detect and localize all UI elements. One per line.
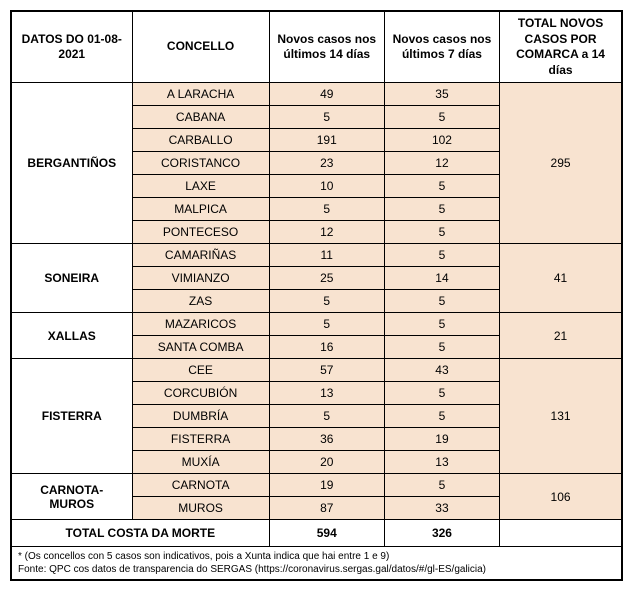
cases-7-value: 5	[384, 336, 499, 359]
concello-name: CAMARIÑAS	[132, 244, 269, 267]
concello-name: PONTECESO	[132, 221, 269, 244]
concello-name: CARNOTA	[132, 474, 269, 497]
total-cases-7: 326	[384, 520, 499, 547]
cases-7-value: 33	[384, 497, 499, 520]
comarca-name: FISTERRA	[11, 359, 132, 474]
concello-name: ZAS	[132, 290, 269, 313]
comarca-total: 106	[500, 474, 622, 520]
cases-7-value: 19	[384, 428, 499, 451]
cases-14-value: 10	[269, 175, 384, 198]
comarca-name: SONEIRA	[11, 244, 132, 313]
cases-14-value: 19	[269, 474, 384, 497]
cases-14-value: 5	[269, 290, 384, 313]
cases-7-value: 5	[384, 474, 499, 497]
cases-7-value: 102	[384, 129, 499, 152]
cases-7-value: 14	[384, 267, 499, 290]
cases-14-value: 87	[269, 497, 384, 520]
total-label: TOTAL COSTA DA MORTE	[11, 520, 269, 547]
table-row: SONEIRACAMARIÑAS11541	[11, 244, 622, 267]
header-cases-7: Novos casos nos últimos 7 días	[384, 11, 499, 83]
header-date: DATOS DO 01-08-2021	[11, 11, 132, 83]
cases-14-value: 25	[269, 267, 384, 290]
footnote-text: * (Os concellos con 5 casos son indicati…	[11, 547, 622, 581]
table-row: FISTERRACEE5743131	[11, 359, 622, 382]
table-header-row: DATOS DO 01-08-2021 CONCELLO Novos casos…	[11, 11, 622, 83]
concello-name: A LARACHA	[132, 83, 269, 106]
comarca-total: 41	[500, 244, 622, 313]
table-row: CARNOTA-MUROSCARNOTA195106	[11, 474, 622, 497]
concello-name: FISTERRA	[132, 428, 269, 451]
cases-7-value: 5	[384, 290, 499, 313]
cases-7-value: 5	[384, 313, 499, 336]
header-total-comarca: TOTAL NOVOS CASOS POR COMARCA a 14 días	[500, 11, 622, 83]
cases-7-value: 5	[384, 244, 499, 267]
table-row: XALLASMAZARICOS5521	[11, 313, 622, 336]
cases-14-value: 13	[269, 382, 384, 405]
footnote-row: * (Os concellos con 5 casos son indicati…	[11, 547, 622, 581]
comarca-total: 131	[500, 359, 622, 474]
cases-7-value: 5	[384, 106, 499, 129]
concello-name: MUROS	[132, 497, 269, 520]
cases-14-value: 49	[269, 83, 384, 106]
cases-14-value: 191	[269, 129, 384, 152]
concello-name: MAZARICOS	[132, 313, 269, 336]
comarca-name: BERGANTIÑOS	[11, 83, 132, 244]
header-cases-14: Novos casos nos últimos 14 días	[269, 11, 384, 83]
cases-14-value: 16	[269, 336, 384, 359]
cases-14-value: 5	[269, 405, 384, 428]
total-row: TOTAL COSTA DA MORTE594326	[11, 520, 622, 547]
cases-14-value: 57	[269, 359, 384, 382]
cases-7-value: 35	[384, 83, 499, 106]
concello-name: SANTA COMBA	[132, 336, 269, 359]
concello-name: CORISTANCO	[132, 152, 269, 175]
concello-name: MALPICA	[132, 198, 269, 221]
cases-7-value: 5	[384, 198, 499, 221]
cases-7-value: 5	[384, 405, 499, 428]
concello-name: DUMBRÍA	[132, 405, 269, 428]
total-cases-14: 594	[269, 520, 384, 547]
cases-14-value: 11	[269, 244, 384, 267]
cases-14-value: 5	[269, 313, 384, 336]
cases-14-value: 5	[269, 106, 384, 129]
cases-14-value: 5	[269, 198, 384, 221]
covid-data-table: DATOS DO 01-08-2021 CONCELLO Novos casos…	[10, 10, 623, 581]
cases-7-value: 5	[384, 382, 499, 405]
total-blank	[500, 520, 622, 547]
header-concello: CONCELLO	[132, 11, 269, 83]
cases-7-value: 43	[384, 359, 499, 382]
cases-14-value: 12	[269, 221, 384, 244]
comarca-total: 295	[500, 83, 622, 244]
concello-name: CARBALLO	[132, 129, 269, 152]
concello-name: CABANA	[132, 106, 269, 129]
concello-name: CEE	[132, 359, 269, 382]
cases-14-value: 20	[269, 451, 384, 474]
cases-7-value: 13	[384, 451, 499, 474]
cases-7-value: 5	[384, 175, 499, 198]
comarca-name: CARNOTA-MUROS	[11, 474, 132, 520]
cases-14-value: 36	[269, 428, 384, 451]
concello-name: LAXE	[132, 175, 269, 198]
concello-name: MUXÍA	[132, 451, 269, 474]
concello-name: VIMIANZO	[132, 267, 269, 290]
cases-7-value: 5	[384, 221, 499, 244]
comarca-name: XALLAS	[11, 313, 132, 359]
comarca-total: 21	[500, 313, 622, 359]
cases-7-value: 12	[384, 152, 499, 175]
concello-name: CORCUBIÓN	[132, 382, 269, 405]
cases-14-value: 23	[269, 152, 384, 175]
table-body: BERGANTIÑOSA LARACHA4935295CABANA55CARBA…	[11, 83, 622, 581]
table-row: BERGANTIÑOSA LARACHA4935295	[11, 83, 622, 106]
